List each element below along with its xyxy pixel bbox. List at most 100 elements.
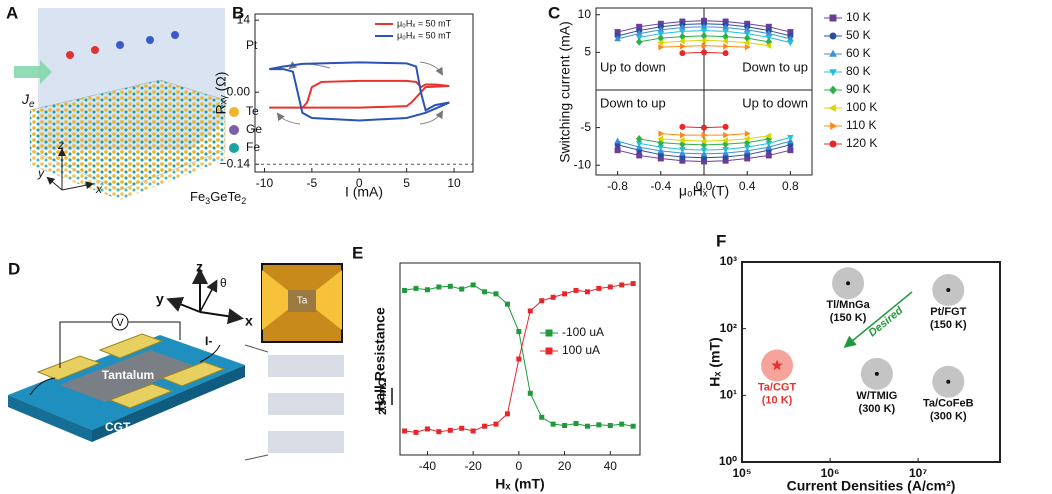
lattice-layer [268,355,344,377]
contact-pad [98,333,164,359]
series-line [660,39,769,47]
sweep-arrow [419,110,444,125]
marker [765,132,772,140]
marker [743,31,751,38]
marker [680,131,686,139]
marker [722,23,729,30]
marker [424,426,430,432]
axis-label: y [156,291,164,307]
current-arrow [14,60,52,84]
point-dot [874,371,879,376]
annotation: Down to up [742,59,808,74]
marker [722,147,729,154]
marker [614,137,621,144]
marker [679,147,686,154]
point-label: (150 K) [930,319,967,331]
current-label: I- [205,334,212,348]
marker [402,287,408,293]
marker [722,123,729,130]
lattice [268,355,344,453]
legend-label: 110 K [846,118,876,132]
marker [700,28,708,35]
x-axis-label: μ₀Hₓ (T) [679,183,729,199]
marker [765,42,772,49]
marker [657,26,665,33]
legend-label: 100 uA [562,343,600,357]
x-tick-label: 5 [403,176,410,190]
material-part: Fe [190,189,205,204]
axis-arrow [46,176,63,191]
axis-label: z [196,259,203,275]
marker [636,152,643,159]
marker [436,429,442,435]
marker [504,411,510,417]
lattice-layer [268,431,344,453]
panel-label: D [8,259,20,278]
marker [829,32,837,40]
marker [539,414,545,420]
legend-label: 60 K [846,46,871,60]
marker [493,421,499,427]
scale-bar-label: 2.5 mΩ [377,378,389,415]
legend-label: Fe [246,140,260,154]
marker [459,425,465,431]
marker [545,347,553,355]
marker [658,43,665,51]
y-axis-label: Hall Resistance [372,307,388,411]
series-line [639,30,791,44]
probe-label: V [116,317,124,329]
marker [700,31,708,40]
wire [59,321,181,368]
series-line [660,135,769,142]
marker [459,286,465,292]
series-line [269,61,450,122]
marker [701,42,708,49]
point-label: Tl/MnGa [826,299,870,311]
legend-label: 100 K [846,100,877,114]
x-tick-label: 0.0 [696,179,713,193]
axis-label: z [57,138,64,152]
marker [701,17,707,24]
marker [635,134,643,143]
marker [765,141,773,148]
marker [413,429,419,435]
legend-label: 80 K [846,64,871,78]
y-tick-label: 14 [237,12,251,26]
substrate-side [92,365,245,442]
y-axis-label: Hₓ (mT) [707,337,723,386]
marker [744,20,751,27]
marker [619,282,625,288]
x-tick-label: 20 [558,459,572,473]
panel-label: B [232,3,244,22]
x-tick-label: -10 [256,176,274,190]
marker [516,329,522,335]
marker [413,285,419,291]
marker [829,14,837,22]
marker [470,428,476,434]
marker [658,130,665,137]
y-tick-label: 5 [584,45,591,59]
pt-label: Pt [246,38,258,52]
marker [722,28,729,35]
metal-label: Tantalum [102,368,154,382]
marker [584,289,590,295]
marker [493,291,499,297]
marker [635,34,643,41]
marker [550,294,556,300]
point-dot [846,281,851,286]
marker [424,287,430,293]
point-dot [946,288,951,293]
marker [722,137,728,144]
marker [402,428,408,434]
marker [607,284,613,290]
point-label: W/TMIG [856,390,897,402]
material-label: Fe3GeTe2 [190,189,246,206]
y-tick-label: 10 [578,7,592,21]
point-label: (150 K) [830,312,867,324]
marker [657,144,665,151]
y-tick-label: -10 [574,157,592,171]
marker [700,23,708,30]
marker [787,35,794,42]
legend-label: 120 K [846,136,877,150]
legend-label: 50 K [846,28,871,42]
